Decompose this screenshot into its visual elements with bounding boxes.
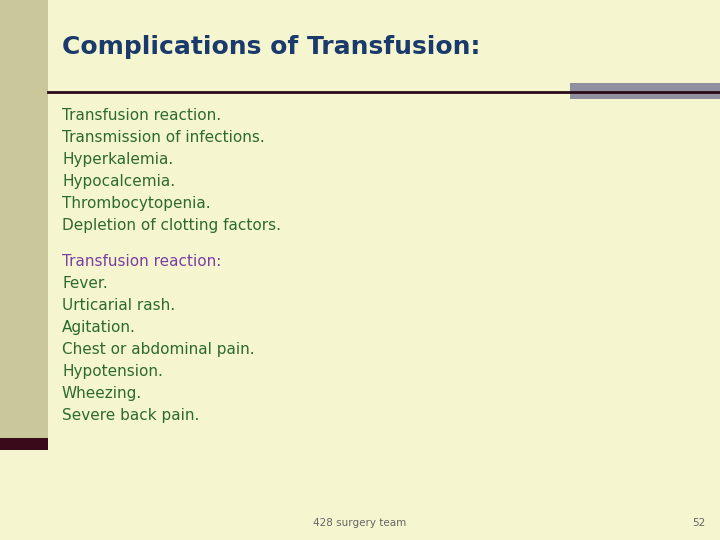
Text: 428 surgery team: 428 surgery team xyxy=(313,518,407,528)
Text: Transfusion reaction.: Transfusion reaction. xyxy=(62,108,221,123)
Text: Urticarial rash.: Urticarial rash. xyxy=(62,298,175,313)
Bar xyxy=(570,83,720,99)
Text: Wheezing.: Wheezing. xyxy=(62,386,143,401)
Bar xyxy=(0,0,48,450)
Text: Depletion of clotting factors.: Depletion of clotting factors. xyxy=(62,218,281,233)
Text: Transmission of infections.: Transmission of infections. xyxy=(62,130,265,145)
Text: Complications of Transfusion:: Complications of Transfusion: xyxy=(62,35,480,59)
Bar xyxy=(0,438,48,450)
Text: Hypotension.: Hypotension. xyxy=(62,364,163,379)
Text: Severe back pain.: Severe back pain. xyxy=(62,408,199,423)
Text: Hypocalcemia.: Hypocalcemia. xyxy=(62,174,175,189)
Text: Agitation.: Agitation. xyxy=(62,320,136,335)
Text: Transfusion reaction:: Transfusion reaction: xyxy=(62,254,221,269)
Text: Hyperkalemia.: Hyperkalemia. xyxy=(62,152,174,167)
Text: Fever.: Fever. xyxy=(62,276,108,291)
Text: Chest or abdominal pain.: Chest or abdominal pain. xyxy=(62,342,255,357)
Text: 52: 52 xyxy=(692,518,705,528)
Text: Thrombocytopenia.: Thrombocytopenia. xyxy=(62,196,211,211)
